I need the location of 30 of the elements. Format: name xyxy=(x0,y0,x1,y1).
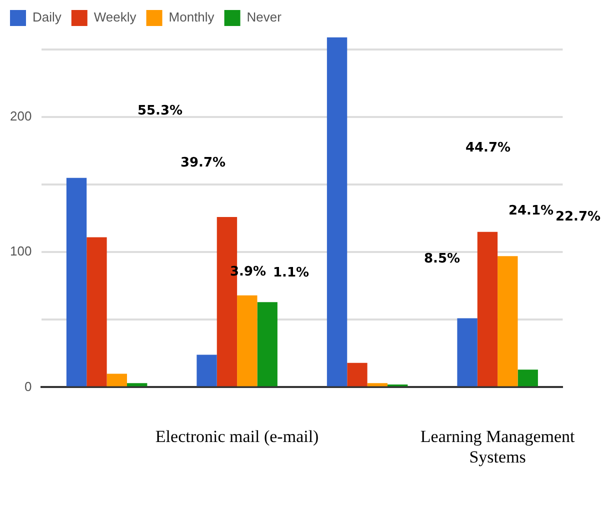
bar xyxy=(347,362,368,386)
y-tick-label: 200 xyxy=(10,108,32,124)
bar xyxy=(367,383,388,386)
bar xyxy=(86,237,107,386)
bar xyxy=(498,256,518,386)
legend-label: Monthly xyxy=(168,10,215,25)
bar xyxy=(237,295,258,386)
bar xyxy=(106,374,128,386)
y-tick-label: 100 xyxy=(10,244,32,259)
bar xyxy=(127,383,148,386)
legend-label: Weekly xyxy=(94,10,137,25)
annotation: 39.7% xyxy=(180,155,226,170)
bar xyxy=(66,178,87,386)
x-tick-label: Learning Management Systems xyxy=(420,426,576,466)
x-tick-label: Electronic mail (e-mail) xyxy=(155,426,319,446)
legend-label: Daily xyxy=(32,10,62,25)
annotation: 22.7% xyxy=(555,209,601,224)
bar xyxy=(196,354,217,386)
bar xyxy=(518,370,538,386)
bar xyxy=(257,302,278,386)
annotation: 1.1% xyxy=(272,265,310,280)
y-tick-label: 0 xyxy=(24,378,32,394)
annotation: 55.3% xyxy=(137,103,183,118)
annotation: 24.1% xyxy=(508,203,554,218)
legend-label: Never xyxy=(246,10,282,25)
annotation: 8.5% xyxy=(424,251,460,266)
bar xyxy=(457,318,478,386)
bar xyxy=(326,37,348,386)
bar xyxy=(477,232,498,386)
annotation: 44.7% xyxy=(465,140,511,156)
